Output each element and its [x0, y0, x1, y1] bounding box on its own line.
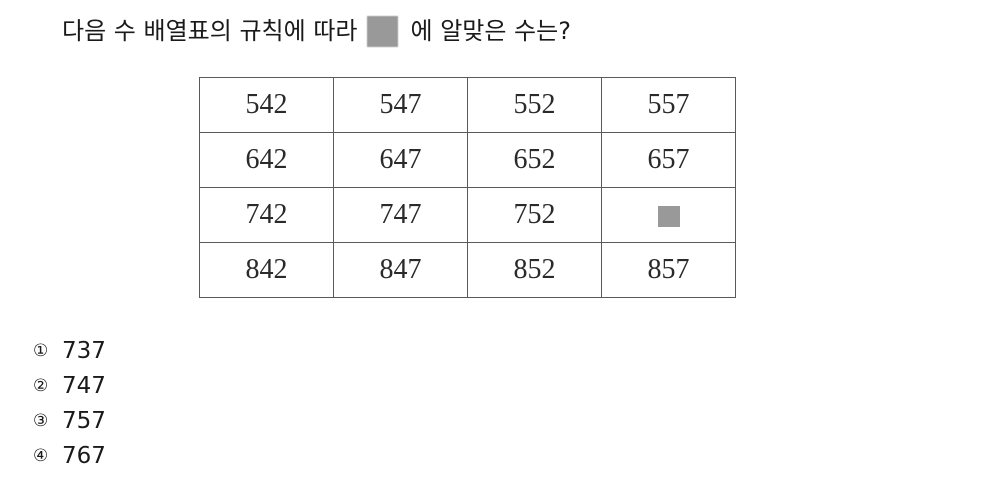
question-text-after: 에 알맞은 수는?: [410, 17, 571, 45]
table-cell: 852: [467, 242, 602, 298]
table-cell: 742: [199, 187, 334, 243]
table-cell: 842: [199, 242, 334, 298]
blank-placeholder-box: [367, 15, 399, 47]
table-cell: 547: [333, 77, 468, 133]
answer-options: ① 737 ② 747 ③ 757 ④ 767: [33, 333, 106, 473]
option-value: 767: [62, 442, 106, 469]
answer-option-4[interactable]: ④ 767: [33, 438, 106, 473]
table-cell: 552: [467, 77, 602, 133]
table-row: 842 847 852 857: [199, 242, 736, 298]
table-cell: 847: [333, 242, 468, 298]
option-marker: ④: [33, 445, 49, 466]
table-cell: 557: [601, 77, 736, 133]
table-cell: 652: [467, 132, 602, 188]
table-row: 742 747 752: [199, 187, 736, 243]
table-cell: 752: [467, 187, 602, 243]
option-marker: ③: [33, 410, 49, 431]
missing-number-square: [657, 206, 680, 228]
answer-option-1[interactable]: ① 737: [33, 333, 106, 368]
table-cell: 647: [333, 132, 468, 188]
table-row: 542 547 552 557: [199, 77, 736, 133]
question-text-before: 다음 수 배열표의 규칙에 따라: [62, 17, 358, 45]
table-cell: 857: [601, 242, 736, 298]
option-marker: ②: [33, 375, 49, 396]
table-cell: 747: [333, 187, 468, 243]
blank-cell: [601, 187, 736, 243]
answer-option-2[interactable]: ② 747: [33, 368, 106, 403]
option-value: 757: [62, 407, 106, 434]
option-value: 747: [62, 372, 106, 399]
number-array-table: 542 547 552 557 642 647 652 657 742 747 …: [199, 77, 736, 298]
table-cell: 657: [601, 132, 736, 188]
table-cell: 642: [199, 132, 334, 188]
answer-option-3[interactable]: ③ 757: [33, 403, 106, 438]
option-marker: ①: [33, 340, 49, 361]
table-row: 642 647 652 657: [199, 132, 736, 188]
option-value: 737: [62, 337, 106, 364]
question-text: 다음 수 배열표의 규칙에 따라 에 알맞은 수는?: [62, 14, 571, 48]
table-cell: 542: [199, 77, 334, 133]
